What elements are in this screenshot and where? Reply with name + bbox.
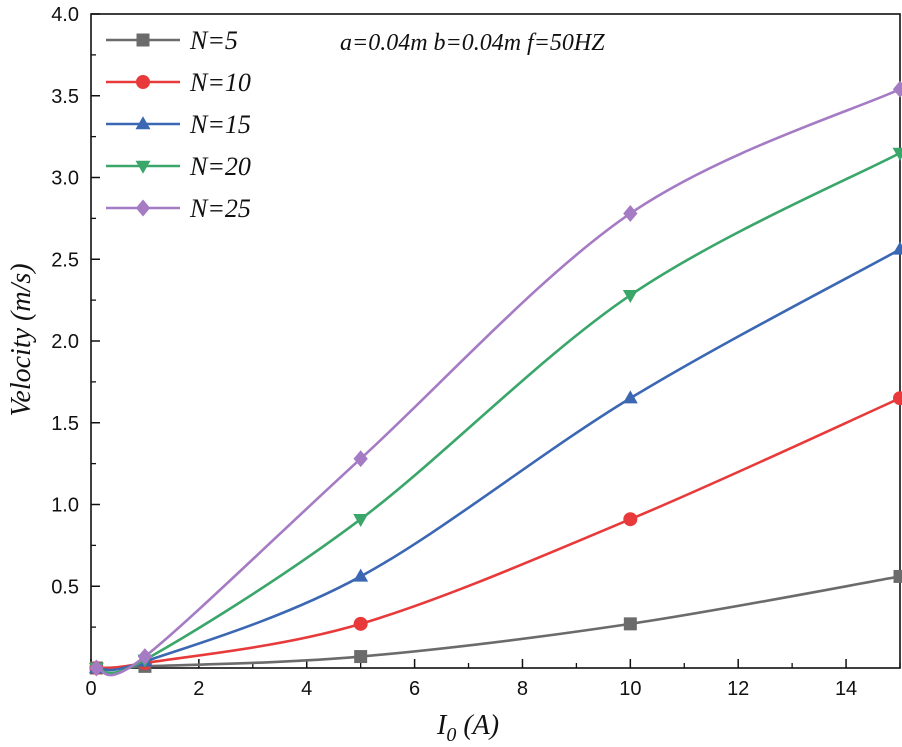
- legend-marker: [136, 33, 150, 47]
- y-tick-label: 1.5: [51, 413, 79, 435]
- series-n-25: [89, 80, 902, 677]
- series-group: [88, 80, 902, 677]
- series-line: [96, 248, 901, 672]
- legend-label: N=25: [189, 194, 251, 223]
- legend-item: N=20: [106, 152, 251, 181]
- y-tick-label: 2.5: [51, 249, 79, 271]
- legend-item: N=5: [106, 26, 238, 55]
- x-axis-title: I0 (A): [436, 710, 499, 746]
- x-tick-label: 8: [517, 678, 528, 700]
- data-point: [623, 205, 638, 222]
- data-point: [89, 659, 104, 677]
- series-n-10: [89, 391, 902, 675]
- x-tick-label: 2: [193, 678, 204, 700]
- data-point: [622, 290, 638, 304]
- data-point: [892, 80, 902, 98]
- data-point: [353, 568, 369, 582]
- series-n-15: [88, 241, 902, 674]
- x-tick-label: 12: [727, 678, 749, 700]
- parameter-annotation: a=0.04m b=0.04m f=50HZ: [340, 30, 605, 56]
- axes-group: 0 2 4 6 8 10 12 14 0.5 1.0 1.5 2.0 2.5 3.0 3.5 4.0: [51, 4, 901, 700]
- x-tick-label: 14: [835, 678, 857, 700]
- data-point: [353, 616, 368, 631]
- legend: N=5 N=10 N=15 N=20 N=25: [106, 26, 251, 223]
- x-axis-title-unit: (A): [456, 710, 499, 741]
- data-point: [354, 650, 368, 664]
- legend-marker: [135, 116, 151, 130]
- legend-item: N=10: [106, 68, 251, 97]
- data-point: [893, 569, 902, 583]
- x-axis-title-sub: 0: [446, 724, 456, 746]
- x-tick-label: 10: [619, 678, 641, 700]
- data-point: [892, 147, 902, 161]
- legend-label: N=20: [189, 152, 251, 181]
- legend-marker: [135, 160, 151, 174]
- legend-marker: [135, 199, 151, 217]
- data-point: [623, 617, 637, 631]
- y-tick-label: 3.5: [51, 86, 79, 108]
- series-n-5: [89, 569, 902, 675]
- data-point: [623, 512, 638, 527]
- data-point: [353, 514, 369, 528]
- series-line: [96, 151, 901, 675]
- data-point: [622, 390, 638, 404]
- legend-label: N=15: [189, 110, 251, 139]
- y-tick-label: 4.0: [51, 4, 79, 26]
- data-point: [353, 450, 368, 468]
- y-tick-label: 3.0: [51, 168, 79, 190]
- legend-marker: [136, 75, 150, 89]
- y-axis-title: Velocity (m/s): [6, 263, 37, 416]
- series-line: [96, 575, 901, 670]
- legend-label: N=10: [189, 68, 251, 97]
- data-point: [893, 391, 902, 406]
- x-axis-title-main: I: [436, 710, 448, 741]
- y-tick-label: 1.0: [51, 495, 79, 517]
- x-tick-label: 6: [409, 678, 420, 700]
- x-tick-label: 0: [85, 678, 96, 700]
- legend-label: N=5: [189, 26, 238, 55]
- y-tick-label: 0.5: [51, 576, 79, 598]
- legend-item: N=25: [106, 194, 251, 223]
- data-point: [137, 648, 153, 666]
- data-point: [892, 241, 902, 255]
- x-tick-label: 4: [301, 678, 312, 700]
- y-tick-label: 2.0: [51, 331, 79, 353]
- series-line: [96, 397, 901, 670]
- legend-item: N=15: [106, 110, 251, 139]
